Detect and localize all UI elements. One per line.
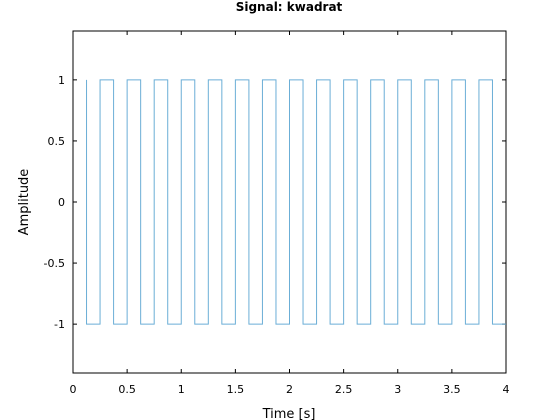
chart-title: Signal: kwadrat: [236, 0, 343, 14]
y-tick-label: -0.5: [44, 257, 65, 270]
y-tick-label: 0.5: [48, 135, 66, 148]
x-tick-label: 2: [286, 383, 293, 396]
y-axis-label: Amplitude: [17, 169, 32, 236]
y-tick-label: 0: [58, 196, 65, 209]
y-tick-label: 1: [58, 74, 65, 87]
x-axis-ticks: 0 0.5 1 1.5 2 2.5 3 3.5 4: [70, 31, 510, 396]
x-tick-label: 0.5: [118, 383, 136, 396]
x-tick-label: 0: [70, 383, 77, 396]
x-tick-label: 2.5: [335, 383, 353, 396]
x-tick-label: 1.5: [227, 383, 245, 396]
series-line: [86, 79, 506, 325]
x-axis-label: Time [s]: [262, 407, 316, 420]
y-tick-label: -1: [54, 318, 65, 331]
x-tick-label: 3: [394, 383, 401, 396]
x-tick-label: 3.5: [443, 383, 461, 396]
x-tick-label: 4: [503, 383, 510, 396]
y-axis-ticks: -1 -0.5 0 0.5 1: [44, 74, 506, 331]
x-tick-label: 1: [178, 383, 185, 396]
